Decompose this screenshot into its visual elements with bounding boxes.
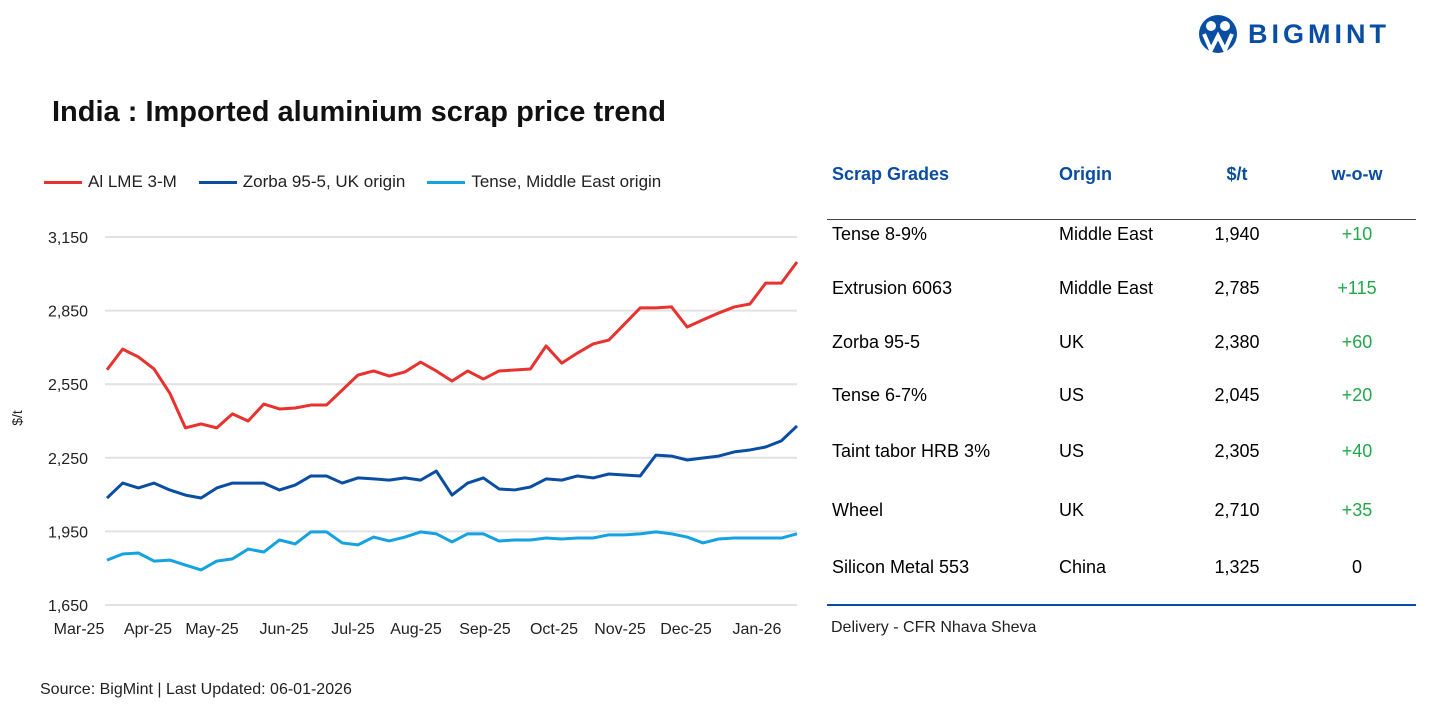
- source-note: Source: BigMint | Last Updated: 06-01-20…: [40, 681, 352, 698]
- y-tick-label: 3,150: [48, 230, 88, 247]
- cell-origin: UK: [1059, 499, 1085, 520]
- x-tick-label: Jun-25: [260, 621, 309, 638]
- legend-item-tense: Tense, Middle East origin: [427, 172, 661, 192]
- cell-grade: Extrusion 6063: [832, 277, 953, 298]
- cell-wow: +10: [1341, 223, 1373, 244]
- cell-origin: UK: [1059, 331, 1085, 352]
- cell-price: 2,710: [1214, 499, 1260, 520]
- cell-grade: Tense 6-7%: [832, 384, 928, 405]
- cell-wow: +40: [1341, 440, 1373, 461]
- header-origin: Origin: [1059, 163, 1112, 184]
- cell-origin: US: [1059, 440, 1085, 461]
- x-tick-label: Dec-25: [660, 621, 712, 638]
- series-line-1: [105, 424, 799, 500]
- y-axis-label: $/t: [9, 410, 25, 426]
- cell-grade: Tense 8-9%: [832, 223, 928, 244]
- legend-item-al-lme: Al LME 3-M: [44, 172, 177, 192]
- cell-wow: +35: [1341, 499, 1373, 520]
- y-tick-label: 1,650: [48, 598, 88, 615]
- legend-swatch: [198, 180, 237, 184]
- x-tick-label: Apr-25: [124, 621, 172, 638]
- header-price: $/t: [1226, 163, 1248, 184]
- y-tick-label: 1,950: [48, 524, 88, 541]
- header-grade: Scrap Grades: [832, 163, 950, 184]
- cell-price: 2,045: [1214, 384, 1260, 405]
- y-tick-label: 2,550: [48, 377, 88, 394]
- legend-label: Al LME 3-M: [88, 172, 177, 191]
- legend-label: Tense, Middle East origin: [471, 172, 662, 191]
- cell-grade: Zorba 95-5: [832, 331, 921, 352]
- cell-wow: 0: [1351, 556, 1362, 577]
- legend-swatch: [44, 180, 82, 184]
- x-tick-label: Mar-25: [54, 621, 105, 638]
- bigmint-logo: BIGMINT: [1196, 14, 1390, 54]
- x-tick-label: Nov-25: [594, 621, 646, 638]
- cell-price: 1,325: [1214, 556, 1260, 577]
- x-tick-label: Jan-26: [733, 621, 782, 638]
- cell-price: 2,380: [1214, 331, 1260, 352]
- cell-origin: US: [1059, 384, 1085, 405]
- chart-legend: Al LME 3-M Zorba 95-5, UK origin Tense, …: [44, 172, 661, 192]
- header-wow: w-o-w: [1331, 163, 1383, 184]
- cell-grade: Wheel: [832, 499, 884, 520]
- cell-price: 2,305: [1214, 440, 1260, 461]
- x-tick-label: May-25: [185, 621, 238, 638]
- bigmint-logo-icon: [1199, 15, 1237, 54]
- cell-price: 1,940: [1214, 223, 1260, 244]
- legend-swatch: [427, 180, 466, 184]
- x-tick-label: Jul-25: [331, 621, 375, 638]
- series-line-2: [106, 530, 798, 572]
- cell-origin: Middle East: [1059, 223, 1154, 244]
- delivery-note: Delivery - CFR Nhava Sheva: [831, 619, 1037, 636]
- page-title: India : Imported aluminium scrap price t…: [52, 96, 666, 128]
- legend-label: Zorba 95-5, UK origin: [242, 172, 406, 191]
- y-tick-label: 2,250: [48, 451, 88, 468]
- cell-origin: Middle East: [1059, 277, 1154, 298]
- cell-price: 2,785: [1214, 277, 1260, 298]
- cell-wow: +115: [1337, 277, 1377, 298]
- cell-wow: +20: [1341, 384, 1373, 405]
- x-tick-label: Aug-25: [390, 621, 442, 638]
- line-chart: 1,650 1,950 2,250 2,550 2,850 3,150 $/t Mar-25 A…: [9, 230, 799, 638]
- series-line-0: [105, 261, 799, 430]
- x-tick-label: Oct-25: [530, 621, 578, 638]
- header-divider: [827, 219, 1416, 220]
- cell-origin: China: [1059, 556, 1107, 577]
- cell-wow: +60: [1341, 331, 1373, 352]
- y-tick-label: 2,850: [48, 304, 88, 321]
- cell-grade: Taint tabor HRB 3%: [832, 440, 991, 461]
- table-bottom-rule: [827, 604, 1416, 606]
- logo-text: BIGMINT: [1248, 18, 1390, 49]
- legend-item-zorba: Zorba 95-5, UK origin: [198, 172, 406, 192]
- x-tick-label: Sep-25: [459, 621, 511, 638]
- cell-grade: Silicon Metal 553: [832, 556, 970, 577]
